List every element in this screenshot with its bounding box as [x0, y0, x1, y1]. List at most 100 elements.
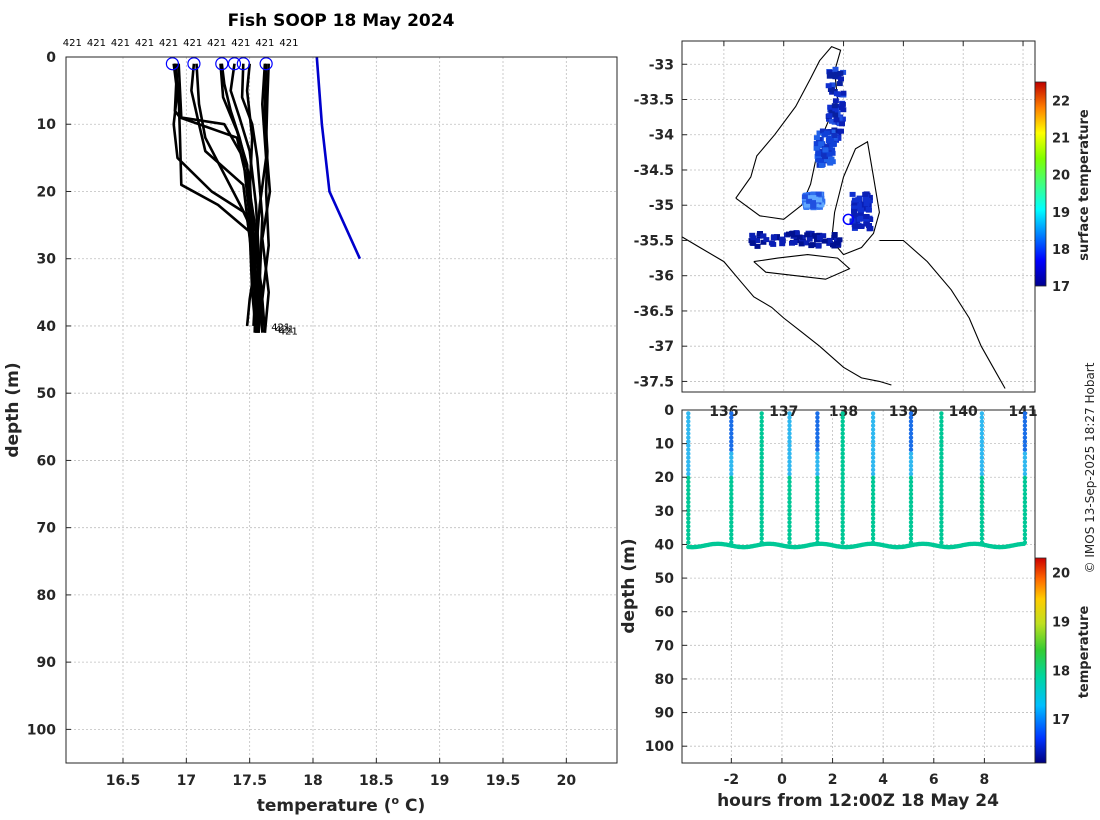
ts-point [686, 431, 691, 436]
ts-point [787, 423, 792, 428]
ts-point [939, 516, 944, 521]
ts-point [815, 463, 820, 468]
sst-pixel [771, 234, 777, 240]
ts-point [908, 479, 914, 485]
ts-point [815, 423, 820, 428]
ts-point [729, 483, 734, 489]
profile-id-label: 421 [87, 38, 106, 49]
ts-point [787, 471, 792, 477]
ts-x-tick-label: 4 [878, 772, 888, 788]
sst-pixel [839, 121, 845, 127]
ts-point [759, 435, 764, 440]
ts-point [815, 439, 820, 444]
coastline-segment [879, 239, 1006, 389]
ts-point [840, 415, 845, 420]
lat-tick-label: -37.5 [634, 374, 674, 390]
sst-pixel [818, 162, 825, 168]
sst-pixel [804, 202, 810, 208]
bottom-id-label: 421 [275, 325, 294, 336]
ts-point [686, 536, 691, 541]
ts-point [870, 504, 876, 509]
ts-point [815, 431, 820, 436]
sst-pixel [803, 240, 810, 246]
ts-point [979, 504, 985, 509]
lat-tick-label: -36 [649, 269, 674, 285]
ts-point [979, 499, 985, 505]
ts-point [1022, 431, 1028, 436]
ts-point [787, 495, 792, 501]
ts-point [815, 512, 820, 517]
ts-point [939, 419, 944, 424]
sst-pixel [849, 191, 856, 197]
ts-point [729, 443, 734, 448]
ts-point [729, 499, 734, 505]
x-axis-label: temperature (o C) [257, 794, 426, 816]
ts-point [729, 540, 734, 545]
ts-point [1022, 451, 1028, 456]
ts-point [759, 447, 764, 452]
ts-point [908, 463, 914, 468]
ts-point [815, 483, 820, 489]
ts-point [840, 455, 845, 460]
surface-marker [227, 57, 242, 71]
ts-point [979, 479, 985, 485]
profile-panel: Fish SOOP 18 May 2024 421 421 421 421 421 421… [3, 11, 618, 816]
ts-point [870, 499, 876, 505]
ts-point [787, 499, 792, 505]
ts-point [759, 491, 764, 497]
map-colorbar-ticks: 17 18 19 20 21 22 [1052, 95, 1070, 295]
ts-point [759, 427, 764, 432]
ts-point [979, 471, 985, 477]
ts-point [759, 483, 764, 489]
sst-pixel [832, 112, 839, 118]
ts-point [840, 524, 845, 529]
sst-pixel [821, 238, 828, 244]
ts-point [729, 512, 734, 517]
y-tick-label: 70 [37, 521, 57, 537]
ts-point [815, 491, 820, 497]
ts-point [759, 524, 764, 529]
y-axis-ticks: 0 10 20 30 40 50 60 70 80 90 100 [27, 50, 71, 738]
ts-point [870, 447, 876, 452]
ts-point [840, 479, 845, 485]
ts-point [908, 471, 914, 477]
ts-x-tick-label: 8 [980, 772, 990, 788]
ts-point [840, 411, 845, 416]
ts-point [908, 540, 914, 545]
ts-x-tick-label: 6 [929, 772, 939, 788]
ts-y-tick-label: 0 [664, 403, 674, 419]
sst-pixel [826, 135, 833, 141]
ts-point [787, 512, 792, 517]
sst-pixel [818, 141, 825, 147]
y-tick-label: 90 [37, 655, 57, 671]
ts-point [939, 479, 944, 485]
y-tick-label: 40 [37, 319, 57, 335]
ts-point [729, 463, 734, 468]
ts-point [787, 524, 792, 529]
ts-point [939, 447, 944, 452]
sst-pixel [760, 233, 767, 239]
lon-tick-label: 136 [709, 404, 738, 420]
ts-point [939, 435, 944, 440]
ts-point [759, 520, 764, 525]
y-axis-label: depth (m) [3, 362, 23, 457]
ts-point [908, 508, 914, 513]
ts-point [908, 459, 914, 464]
profile-axes-frame [65, 56, 618, 764]
sst-pixel [818, 202, 824, 208]
ts-x-tick-label: 0 [777, 772, 787, 788]
coastline-segment [681, 236, 892, 386]
ts-point [686, 423, 691, 428]
ts-point [815, 508, 820, 513]
sst-pixel [796, 234, 803, 240]
ts-point [979, 455, 985, 460]
sst-pixel [831, 235, 838, 240]
ts-point [729, 479, 734, 485]
ts-point [939, 475, 944, 481]
surface-temperature-colorbar [1034, 81, 1047, 287]
ts-point [979, 415, 985, 420]
ts-point [759, 499, 764, 505]
ts-point [1022, 475, 1028, 481]
ts-point [979, 487, 985, 493]
ts-point [729, 467, 734, 472]
